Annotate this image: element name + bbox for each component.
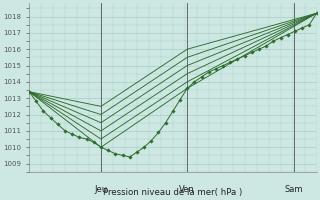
X-axis label: Pression niveau de la mer( hPa ): Pression niveau de la mer( hPa ) [103,188,243,197]
Text: Ven: Ven [179,185,195,194]
Text: Sam: Sam [284,185,303,194]
Text: Jeu: Jeu [94,185,108,194]
